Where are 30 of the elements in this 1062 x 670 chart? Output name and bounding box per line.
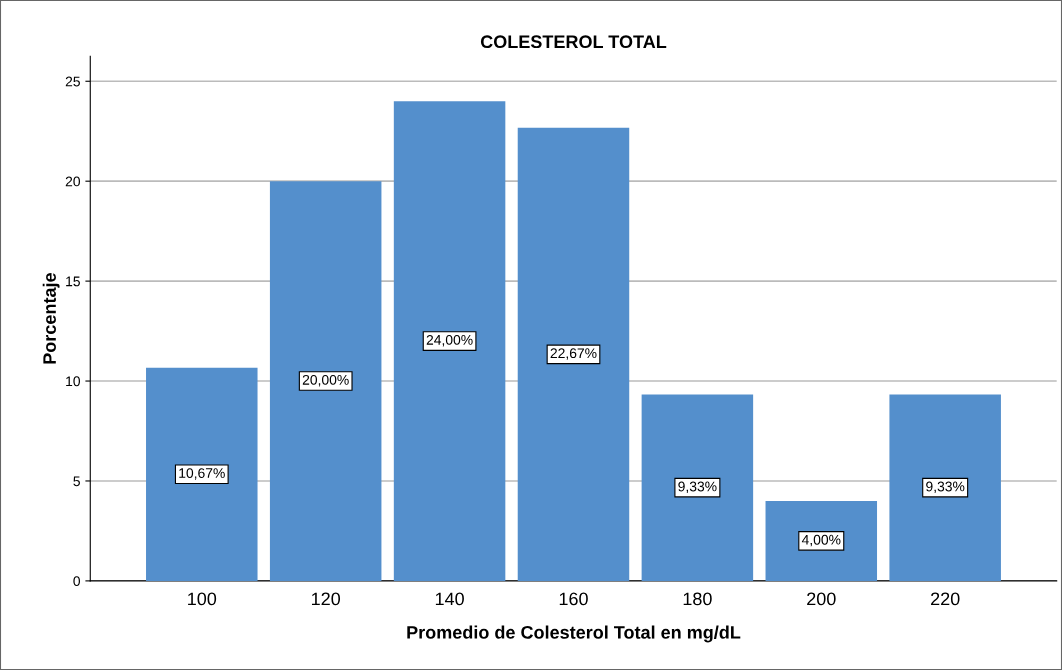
x-tick-label: 160 <box>559 592 588 606</box>
y-tick-label: 0 <box>73 576 81 587</box>
bar <box>889 394 1001 581</box>
bar <box>765 500 878 581</box>
x-tick-label: 100 <box>188 592 217 606</box>
y-tick-label: 20 <box>65 176 81 187</box>
data-label: 20,00% <box>302 374 349 387</box>
bar <box>641 394 754 581</box>
y-tick-label: 5 <box>73 476 80 487</box>
x-tick-label: 140 <box>435 592 464 606</box>
data-label: 4,00% <box>801 534 841 547</box>
data-label: 9,33% <box>926 481 965 494</box>
x-axis-title: Promedio de Colesterol Total en mg/dL <box>407 625 741 643</box>
y-tick-label: 25 <box>65 76 80 87</box>
x-tick-label: 120 <box>312 592 341 606</box>
x-tick-label: 200 <box>807 592 836 606</box>
data-label: 24,00% <box>426 334 473 347</box>
bar <box>393 101 506 581</box>
data-label: 22,67% <box>550 348 597 360</box>
bar <box>146 367 258 581</box>
x-tick-label: 220 <box>931 592 960 606</box>
bar <box>517 127 630 581</box>
data-label: 9,33% <box>678 481 717 494</box>
y-tick-label: 15 <box>66 276 80 287</box>
chart-title: COLESTEROL TOTAL <box>480 35 667 49</box>
bar <box>269 181 382 581</box>
y-axis-title: Porcentaje <box>42 273 60 364</box>
y-tick-label: 10 <box>66 376 81 387</box>
x-tick-label: 180 <box>683 592 712 606</box>
data-label: 10,67% <box>179 468 225 480</box>
